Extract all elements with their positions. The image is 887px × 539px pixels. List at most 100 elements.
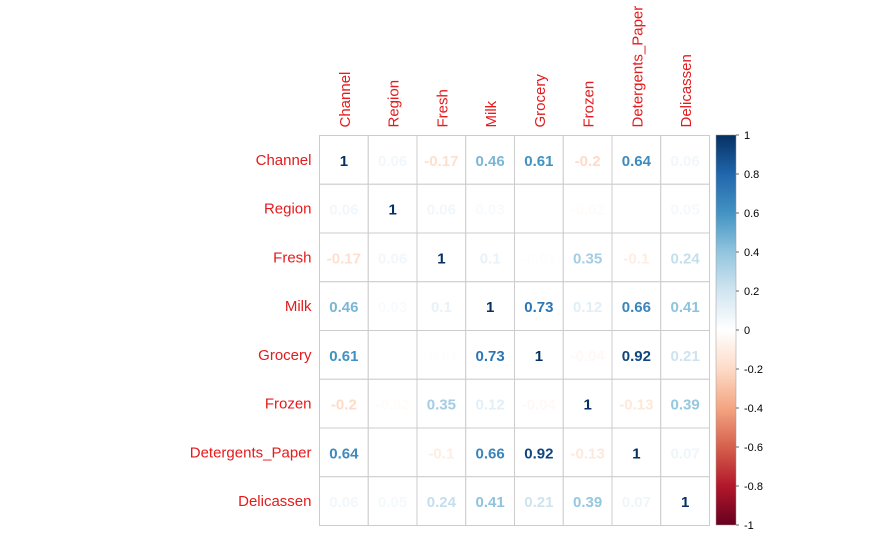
matrix-cell xyxy=(611,232,662,283)
correlation-value: -0.01 xyxy=(522,250,556,267)
correlation-value: 0.46 xyxy=(476,153,505,170)
matrix-cell xyxy=(416,232,467,283)
matrix-cell xyxy=(367,183,418,234)
correlation-value: -0.2 xyxy=(331,397,357,414)
correlation-value: 1 xyxy=(681,494,689,511)
matrix-cell xyxy=(660,183,710,234)
correlation-value: 1 xyxy=(340,153,348,170)
row-label: Detergents_Paper xyxy=(190,444,312,461)
colorbar-gradient xyxy=(715,134,737,526)
correlation-value: 0.39 xyxy=(671,397,700,414)
correlation-value: -0.04 xyxy=(571,348,606,365)
matrix-cell xyxy=(416,476,467,526)
matrix-cell xyxy=(319,427,369,478)
column-label: Fresh xyxy=(434,89,451,127)
correlation-value: 0.66 xyxy=(622,299,651,316)
matrix-cell xyxy=(465,232,515,283)
colorbar-tick-label: 0.6 xyxy=(744,208,759,220)
column-label: Detergents_Paper xyxy=(629,6,646,128)
row-label: Channel xyxy=(256,152,312,169)
correlation-value: -0.13 xyxy=(619,397,653,414)
matrix-cell xyxy=(465,427,515,478)
matrix-cell xyxy=(660,378,710,429)
correlation-value: 1 xyxy=(437,250,445,267)
correlation-value: 0.06 xyxy=(378,250,407,267)
correlation-value: 0.92 xyxy=(622,348,651,365)
colorbar-tick-label: 0 xyxy=(744,325,750,337)
matrix-cell xyxy=(367,378,418,429)
matrix-cell xyxy=(562,232,613,283)
correlation-value: 0.07 xyxy=(622,494,651,511)
row-label: Frozen xyxy=(265,396,312,413)
colorbar-tick-label: -1 xyxy=(744,520,754,532)
matrix-cell xyxy=(319,281,369,331)
row-label: Delicassen xyxy=(238,493,311,510)
matrix-cell xyxy=(562,281,613,331)
correlation-value: 1 xyxy=(535,348,543,365)
correlation-value: 0.06 xyxy=(329,494,358,511)
correlation-value: 0.73 xyxy=(524,299,553,316)
correlation-value: 0.24 xyxy=(427,494,457,511)
correlation-value: 0.64 xyxy=(622,153,652,170)
matrix-cell xyxy=(416,135,467,185)
correlation-value: 0.05 xyxy=(671,202,700,219)
column-label: Milk xyxy=(483,100,500,127)
colorbar-tick-label: -0.6 xyxy=(744,442,763,454)
colorbar-tick-label: -0.2 xyxy=(744,364,763,376)
correlation-value: 0.03 xyxy=(476,202,505,219)
column-label: Channel xyxy=(337,72,354,128)
correlation-value: 1 xyxy=(583,397,591,414)
correlation-value: 0.46 xyxy=(329,299,358,316)
column-label: Grocery xyxy=(532,74,549,128)
colorbar-tick-label: 0.2 xyxy=(744,286,759,298)
matrix-cell xyxy=(611,281,662,331)
correlation-value: 0.41 xyxy=(671,299,700,316)
colorbar-tick-label: -0.4 xyxy=(744,403,763,415)
matrix-cell xyxy=(660,476,710,526)
correlation-value: 0.07 xyxy=(671,445,700,462)
matrix-cell xyxy=(514,281,564,331)
matrix-cell xyxy=(416,427,467,478)
matrix-cell xyxy=(514,232,564,283)
matrix-cell xyxy=(660,232,710,283)
correlation-value: 0.06 xyxy=(378,153,407,170)
correlation-value: 0.05 xyxy=(378,494,407,511)
correlation-value: 0.61 xyxy=(329,348,358,365)
correlation-value: 0.35 xyxy=(427,397,456,414)
matrix-cell xyxy=(611,427,662,478)
correlation-value: 0.61 xyxy=(524,153,553,170)
correlation-value: 0.21 xyxy=(524,494,553,511)
matrix-cell xyxy=(367,232,418,283)
correlation-value: 0.06 xyxy=(329,202,358,219)
column-label: Delicassen xyxy=(678,54,695,127)
matrix-cell xyxy=(660,281,710,331)
correlation-value: 0.06 xyxy=(671,153,700,170)
correlation-cells: 1 0.06 -0.17 0.46 0.61 -0.2 0.64 0.06 0.06 1 0.06 0… xyxy=(319,135,710,526)
column-label: Region xyxy=(386,80,403,128)
correlation-value: 0.12 xyxy=(476,397,505,414)
colorbar-tick-label: 0.4 xyxy=(744,247,759,259)
correlation-value: 0.39 xyxy=(573,494,602,511)
correlation-value: -0.17 xyxy=(327,250,361,267)
correlation-value: 0.03 xyxy=(378,299,407,316)
correlation-value: 0.73 xyxy=(476,348,505,365)
column-labels: Channel Region Fresh Milk Grocery Frozen Deter… xyxy=(337,6,695,128)
matrix-cell xyxy=(660,330,710,380)
correlation-value: 0.64 xyxy=(329,445,359,462)
row-label: Fresh xyxy=(273,249,311,266)
correlation-value: -0.02 xyxy=(571,202,605,219)
row-label: Region xyxy=(264,201,312,218)
matrix-cell xyxy=(367,330,418,380)
correlation-value: -0.2 xyxy=(575,153,601,170)
matrix-cell xyxy=(562,135,613,185)
correlation-value: -0.1 xyxy=(428,445,454,462)
correlation-value: 1 xyxy=(486,299,494,316)
matrix-cell xyxy=(562,427,613,478)
matrix-cell xyxy=(465,476,515,526)
matrix-cell xyxy=(660,427,710,478)
correlation-value: 0.21 xyxy=(671,348,700,365)
matrix-cell xyxy=(514,476,564,526)
correlation-value: -0.1 xyxy=(623,250,649,267)
correlation-value: -0.01 xyxy=(424,348,458,365)
